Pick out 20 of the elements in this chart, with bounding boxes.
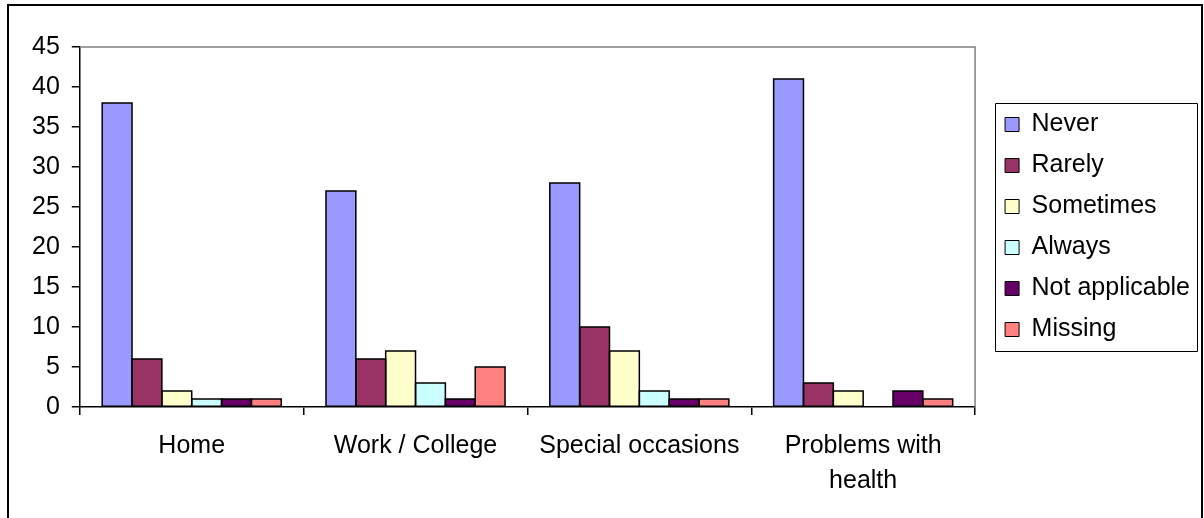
y-tick-label: 20 xyxy=(32,230,60,259)
y-tick-label: 35 xyxy=(32,110,60,139)
x-tick-label: Problems with health xyxy=(784,430,942,494)
legend-label: Not applicable xyxy=(1031,272,1190,301)
y-tick-label: 0 xyxy=(45,390,60,419)
legend-label: Rarely xyxy=(1031,149,1105,178)
y-tick-label: 15 xyxy=(32,270,60,299)
legend-label: Sometimes xyxy=(1031,190,1157,219)
y-tick-label: 45 xyxy=(32,30,60,59)
x-tick-label: Special occasions xyxy=(539,430,740,459)
legend-label: Always xyxy=(1031,231,1111,260)
x-tick-label: Work / College xyxy=(333,430,498,459)
x-tick-label: Home xyxy=(158,430,226,459)
legend-label: Never xyxy=(1031,108,1099,137)
y-tick-label: 25 xyxy=(32,190,60,219)
legend-label: Missing xyxy=(1031,313,1117,342)
y-tick-label: 40 xyxy=(32,70,60,99)
y-tick-label: 30 xyxy=(32,150,60,179)
y-tick-label: 10 xyxy=(32,310,60,339)
y-tick-label: 5 xyxy=(45,350,60,379)
